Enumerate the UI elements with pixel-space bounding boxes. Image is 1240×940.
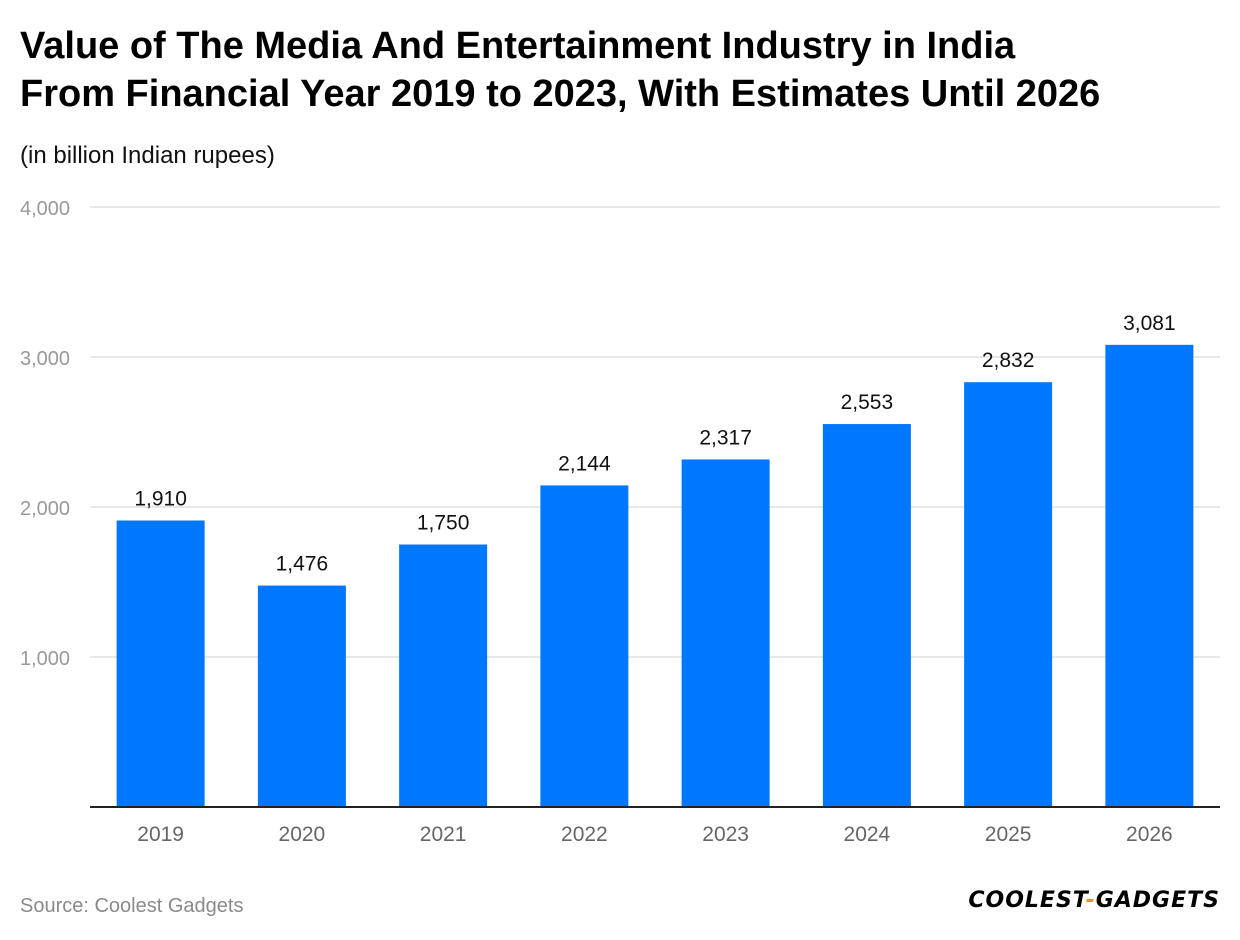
y-tick-label: 1,000 <box>20 648 70 670</box>
y-tick-label: 3,000 <box>20 348 70 370</box>
data-label: 1,750 <box>417 512 470 535</box>
bar <box>540 485 629 807</box>
x-tick-label: 2023 <box>702 823 749 846</box>
data-label: 1,910 <box>134 488 187 511</box>
data-label: 2,832 <box>982 349 1035 372</box>
bar <box>964 382 1053 807</box>
source-note: Source: Coolest Gadgets <box>20 895 244 917</box>
data-label: 3,081 <box>1123 312 1176 335</box>
chart-subtitle: (in billion Indian rupees) <box>20 142 275 169</box>
data-label: 2,144 <box>558 452 611 475</box>
x-tick-label: 2026 <box>1126 823 1173 846</box>
y-tick-label: 4,000 <box>20 198 70 220</box>
logo-text-right: GADGETS <box>1095 888 1220 913</box>
bar-chart: 1,000 2,000 3,000 4,000 1,910 2019 1,476 2020 1,… <box>20 198 1220 846</box>
data-label: 2,317 <box>699 426 752 449</box>
x-tick-label: 2020 <box>279 823 326 846</box>
x-tick-label: 2021 <box>420 823 467 846</box>
logo-text-left: COOLEST <box>968 888 1086 913</box>
x-tick-label: 2024 <box>844 823 891 846</box>
bar <box>681 459 770 807</box>
chart-title-line-1: Value of The Media And Entertainment Ind… <box>20 25 1016 67</box>
data-label: 2,553 <box>841 391 894 414</box>
chart-title-line-2: From Financial Year 2019 to 2023, With E… <box>20 73 1101 115</box>
x-tick-label: 2025 <box>985 823 1032 846</box>
data-label: 1,476 <box>276 553 329 576</box>
x-tick-label: 2022 <box>561 823 608 846</box>
bar <box>822 424 911 807</box>
bar <box>1105 344 1194 807</box>
x-tick-label: 2019 <box>137 823 184 846</box>
brand-logo: COOLEST-GADGETS <box>968 888 1220 913</box>
y-tick-label: 2,000 <box>20 498 70 520</box>
bar <box>257 585 346 807</box>
bar <box>116 520 205 807</box>
bar <box>399 544 488 807</box>
logo-dash: - <box>1085 888 1096 913</box>
chart-title: Value of The Media And Entertainment Ind… <box>20 22 1230 118</box>
